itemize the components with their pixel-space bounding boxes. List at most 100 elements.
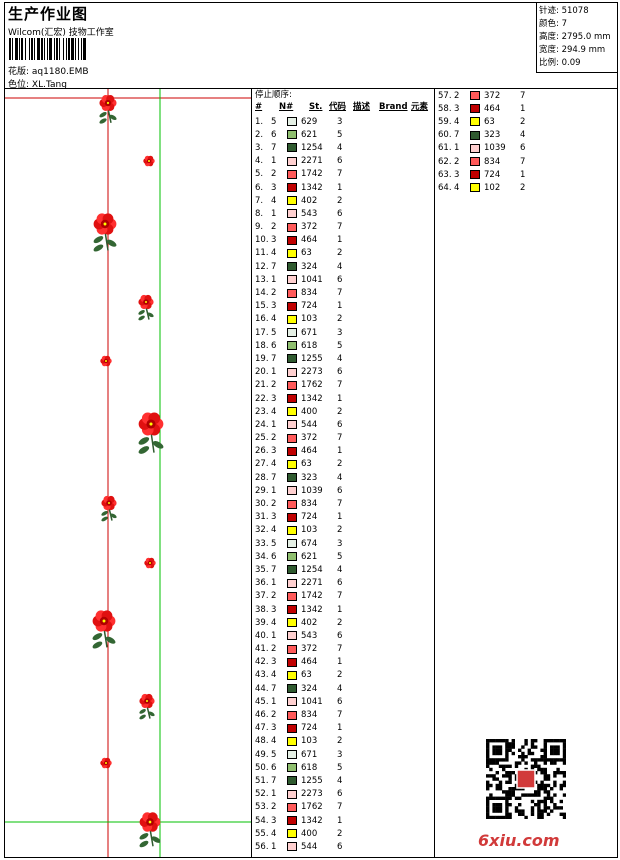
stop-needle: 4 — [271, 195, 277, 206]
stop-index: 40. — [255, 630, 269, 641]
stop-code: 372 — [301, 433, 318, 444]
header-brand: Brand — [379, 102, 408, 112]
stat-height: 高度: 2795.0 mm — [539, 32, 611, 42]
sheet-body: 停止顺序: # N# St. 代码 描述 Brand 元素 1. 5 629 3 2. 6… — [4, 88, 618, 858]
stop-row: 53. 2 1762 7 — [253, 801, 434, 814]
stop-index: 42. — [255, 657, 269, 668]
stop-swatch — [470, 130, 480, 140]
stop-sequence-column-2: 57. 2 372 7 58. 3 464 1 59. 4 63 2 60. 7 323 4 61. 1 1039 6… — [436, 89, 618, 857]
stop-code: 103 — [301, 736, 318, 747]
stop-code: 1255 — [301, 353, 323, 364]
stop-swatch — [287, 763, 297, 773]
stop-index: 37. — [255, 591, 269, 602]
stop-code: 834 — [301, 710, 318, 721]
stop-st: 7 — [337, 710, 343, 721]
stop-index: 47. — [255, 723, 269, 734]
stop-st: 7 — [337, 380, 343, 391]
colorway-value: XL.Tang — [31, 80, 67, 90]
stop-needle: 3 — [271, 815, 277, 826]
sequence-header: # N# St. 代码 描述 Brand 元素 — [253, 101, 434, 113]
stop-index: 16. — [255, 314, 269, 325]
stop-index: 19. — [255, 353, 269, 364]
stop-swatch — [287, 539, 297, 549]
stop-needle: 3 — [271, 723, 277, 734]
stop-swatch — [287, 473, 297, 483]
stop-st: 2 — [337, 736, 343, 747]
stop-st: 7 — [337, 169, 343, 180]
stop-needle: 7 — [454, 130, 460, 141]
stop-row: 17. 5 671 3 — [253, 326, 434, 339]
stop-index: 35. — [255, 564, 269, 575]
stop-index: 2. — [255, 129, 264, 140]
stop-swatch — [470, 91, 480, 101]
stop-st: 3 — [337, 116, 343, 127]
stop-code: 1039 — [301, 485, 323, 496]
stop-code: 1255 — [301, 775, 323, 786]
design-preview-svg — [5, 89, 251, 857]
stop-index: 34. — [255, 551, 269, 562]
stop-code: 1041 — [301, 274, 323, 285]
stop-code: 464 — [301, 235, 318, 246]
stop-sequence-column-1: 停止顺序: # N# St. 代码 描述 Brand 元素 1. 5 629 3 2. 6… — [253, 89, 435, 857]
stop-code: 402 — [301, 617, 318, 628]
stop-index: 15. — [255, 301, 269, 312]
qr-code-icon — [486, 739, 566, 819]
stop-row: 21. 2 1762 7 — [253, 379, 434, 392]
stop-index: 5. — [255, 169, 264, 180]
stop-row: 32. 4 103 2 — [253, 524, 434, 537]
stop-needle: 2 — [271, 499, 277, 510]
stop-code: 1342 — [301, 393, 323, 404]
stop-st: 2 — [337, 314, 343, 325]
company-name: Wilcom(汇宏) 技物工作室 — [8, 28, 114, 38]
stop-index: 62. — [438, 156, 452, 167]
stop-swatch — [287, 697, 297, 707]
stat-scale: 比例: 0.09 — [539, 58, 581, 68]
stop-code: 102 — [484, 182, 501, 193]
flower-motif — [139, 693, 155, 720]
stop-swatch — [287, 723, 297, 733]
stop-st: 1 — [337, 815, 343, 826]
stop-index: 26. — [255, 446, 269, 457]
stop-needle: 1 — [271, 789, 277, 800]
stop-row: 35. 7 1254 4 — [253, 563, 434, 576]
stop-index: 41. — [255, 644, 269, 655]
colorway: 色位: XL.Tang — [8, 77, 67, 90]
stop-index: 14. — [255, 288, 269, 299]
header-element: 元素 — [411, 102, 429, 112]
stop-index: 30. — [255, 499, 269, 510]
stop-code: 372 — [484, 90, 501, 101]
stop-st: 2 — [337, 195, 343, 206]
stop-needle: 7 — [271, 142, 277, 153]
stop-swatch — [287, 275, 297, 285]
stop-st: 2 — [337, 617, 343, 628]
stop-needle: 3 — [271, 182, 277, 193]
stop-row: 40. 1 543 6 — [253, 629, 434, 642]
stop-index: 8. — [255, 208, 264, 219]
stop-needle: 6 — [271, 762, 277, 773]
stop-needle: 5 — [271, 538, 277, 549]
stop-st: 6 — [337, 485, 343, 496]
stop-needle: 3 — [271, 235, 277, 246]
stop-code: 724 — [301, 512, 318, 523]
stop-swatch — [287, 525, 297, 535]
stop-code: 834 — [484, 156, 501, 167]
stop-swatch — [287, 380, 297, 390]
stop-needle: 1 — [271, 485, 277, 496]
stop-index: 13. — [255, 274, 269, 285]
stop-index: 20. — [255, 367, 269, 378]
stop-index: 39. — [255, 617, 269, 628]
header-num: # — [255, 102, 263, 112]
stop-swatch — [287, 420, 297, 430]
stop-row: 19. 7 1255 4 — [253, 352, 434, 365]
stop-swatch — [287, 354, 297, 364]
stop-list-1: 1. 5 629 3 2. 6 621 5 3. 7 1254 4 4. 1 2271 6 5. 2 1742 7 6.… — [253, 115, 434, 854]
stop-swatch — [287, 328, 297, 338]
stop-row: 37. 2 1742 7 — [253, 590, 434, 603]
stop-index: 33. — [255, 538, 269, 549]
stop-index: 21. — [255, 380, 269, 391]
stop-swatch — [470, 170, 480, 180]
stop-st: 4 — [520, 130, 526, 141]
stop-needle: 3 — [271, 301, 277, 312]
barcode-icon — [9, 38, 121, 60]
stop-needle: 4 — [271, 828, 277, 839]
